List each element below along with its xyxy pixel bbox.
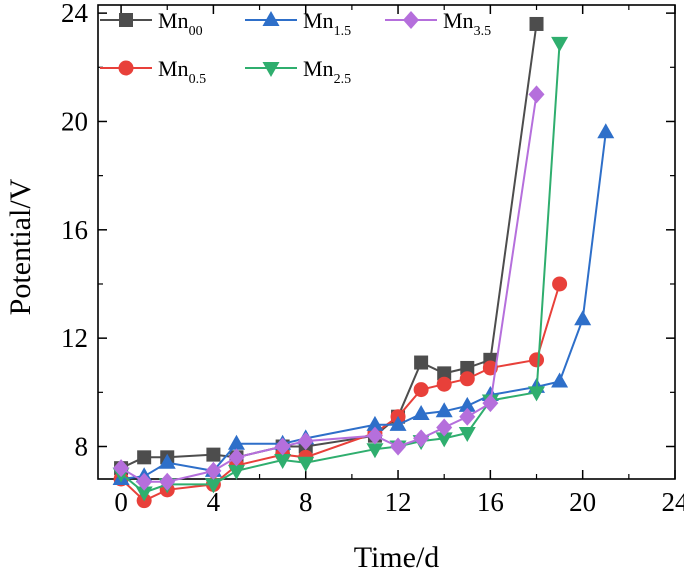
data-point [205,461,222,480]
data-point [389,415,407,431]
legend-item: Mn0.5 [100,56,206,87]
x-axis-title: Time/d [354,541,440,574]
data-point [113,459,130,478]
data-point [552,276,568,292]
data-point [413,382,429,398]
legend-marker [262,62,280,77]
data-point [228,448,245,467]
legend-marker [119,13,133,27]
legend-label-name: Mn [158,56,189,81]
data-point [366,426,383,445]
y-tick-label: 12 [61,323,88,353]
x-tick-label: 8 [299,487,313,517]
y-tick-label: 8 [75,431,89,461]
legend-label: Mn0.5 [158,56,206,87]
data-point [459,371,475,387]
data-point [274,437,291,456]
data-point [206,447,221,462]
legend-label-subscript: 00 [189,24,203,39]
y-tick-label: 20 [61,106,88,136]
y-tick-label: 16 [61,215,88,245]
data-point [274,454,292,470]
data-point [528,85,545,104]
data-point [227,464,245,480]
data-point [529,16,544,31]
data-point [459,407,476,426]
data-point [412,404,430,420]
data-point [366,443,384,459]
legend-label-name: Mn [303,56,334,81]
data-point [551,372,569,388]
legend-item: Mn00 [100,8,203,39]
data-point [135,486,153,502]
series-mn-00 [114,16,544,476]
legend-label-subscript: 3.5 [474,24,492,39]
legend-label-subscript: 1.5 [334,24,352,39]
data-point [136,472,153,491]
data-point [482,394,499,413]
x-tick-label: 4 [207,487,221,517]
series-mn-1_5 [112,123,615,485]
legend-marker [262,11,280,26]
data-point [597,123,615,139]
series-mn-0_5 [113,276,568,509]
series-layer [112,16,615,509]
data-point [551,36,569,52]
legend-label-name: Mn [443,8,474,33]
data-point [460,360,475,375]
x-tick-label: 24 [662,487,684,517]
data-point [458,426,476,442]
plot-frame [97,4,676,480]
data-point [458,396,476,412]
series-mn-3_5 [113,85,545,491]
data-point [204,478,222,494]
legend-label-subscript: 0.5 [189,72,207,87]
legend-item: Mn1.5 [245,8,351,39]
data-point [528,386,546,402]
legend-label: Mn3.5 [443,8,491,39]
data-point [435,402,453,418]
data-point [436,418,453,437]
series-line [120,42,561,494]
data-point [366,415,384,431]
x-tick-label: 16 [477,487,504,517]
x-tick-label: 0 [114,487,128,517]
series-line [120,132,607,480]
data-point [159,472,176,491]
data-point [437,366,452,381]
x-tick-label: 20 [569,487,596,517]
legend-label-name: Mn [303,8,334,33]
data-point [436,376,452,392]
data-point [414,355,429,370]
legend-marker [118,60,134,76]
data-point [435,432,453,448]
legend-marker [403,11,419,29]
legend-item: Mn3.5 [385,8,491,39]
legend-label: Mn00 [158,8,203,39]
y-axis-title: Potential/V [4,178,37,315]
data-point [227,434,245,450]
data-point [297,432,314,451]
x-tick-label: 12 [385,487,412,517]
data-point [413,429,430,448]
legend-item: Mn2.5 [245,56,351,87]
legend-label-name: Mn [158,8,189,33]
data-point [390,437,407,456]
legend-label: Mn1.5 [303,8,351,39]
legend-label: Mn2.5 [303,56,351,87]
axis-ticks: 0 4 8 12 16 20 24 8 12 16 20 24 [61,0,684,517]
y-tick-label: 24 [61,0,89,28]
data-point [297,456,315,472]
data-point [158,453,176,469]
plot-border [97,4,676,480]
data-point [574,310,592,326]
data-point [529,352,545,368]
legend-label-subscript: 2.5 [334,72,352,87]
data-point [137,450,152,465]
